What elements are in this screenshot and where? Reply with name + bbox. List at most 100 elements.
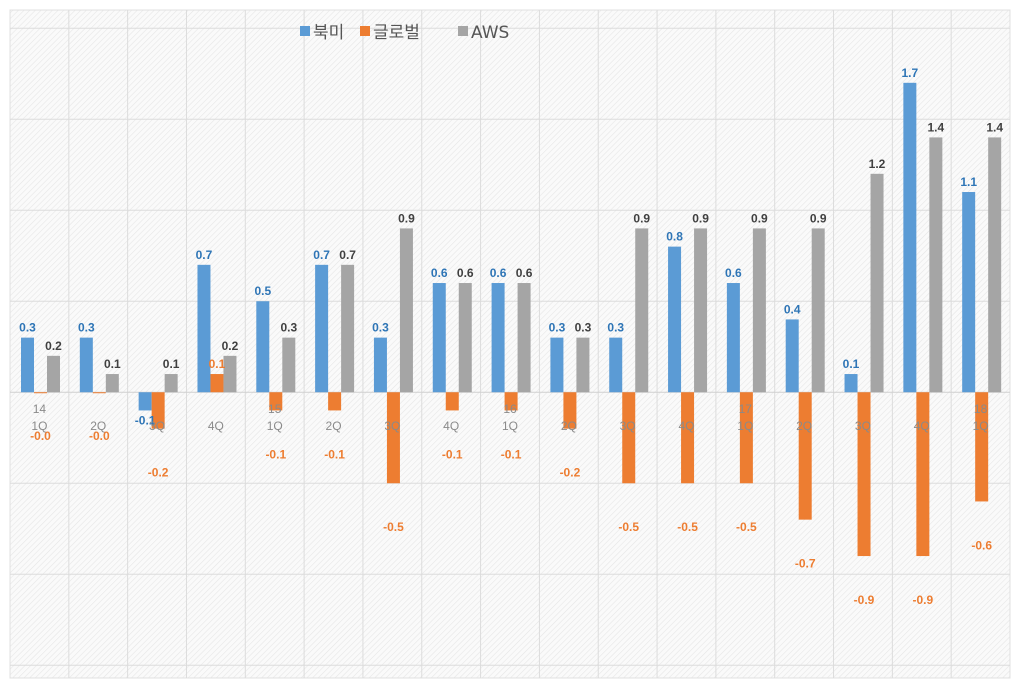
bar-1 (328, 392, 342, 411)
data-label: 0.3 (78, 321, 95, 335)
bar-1 (916, 392, 930, 557)
data-label: -0.5 (677, 520, 698, 534)
data-label: 0.7 (196, 248, 213, 262)
category-year: 18 (974, 402, 988, 416)
bar-1 (563, 392, 577, 429)
bar-1 (798, 392, 812, 520)
category-quarter: 3Q (620, 419, 636, 433)
data-label: -0.2 (560, 466, 581, 480)
bar-2 (988, 137, 1002, 393)
legend: 북미 글로벌 AWS (300, 23, 509, 43)
data-label: 0.9 (633, 211, 650, 225)
category-year: 14 (33, 402, 47, 416)
data-label: -0.1 (442, 447, 463, 461)
data-label: -0.1 (324, 447, 345, 461)
data-label: 0.7 (313, 248, 330, 262)
data-label: 0.6 (490, 266, 507, 280)
data-label: 0.7 (339, 248, 356, 262)
bar-0 (373, 337, 387, 393)
data-label: -0.1 (265, 447, 286, 461)
bar-1 (210, 374, 224, 393)
data-label: 0.8 (666, 230, 683, 244)
bar-2 (811, 228, 825, 393)
data-label: 0.6 (431, 266, 448, 280)
bar-1 (445, 392, 459, 411)
category-quarter: 2Q (326, 419, 342, 433)
legend-label: AWS (471, 23, 509, 43)
bar-2 (870, 173, 884, 393)
bar-1 (739, 392, 753, 484)
bar-2 (517, 283, 531, 393)
category-quarter: 3Q (384, 419, 400, 433)
legend-swatch (300, 26, 310, 36)
bar-1 (857, 392, 871, 557)
category-quarter: 4Q (914, 419, 930, 433)
bar-0 (79, 337, 93, 393)
data-label: 0.9 (398, 211, 415, 225)
data-label: 0.5 (254, 284, 271, 298)
bar-0 (962, 192, 976, 393)
bar-0 (609, 337, 623, 393)
legend-label: 북미 (313, 23, 344, 43)
data-label: 0.2 (45, 339, 62, 353)
legend-swatch (458, 26, 468, 36)
bar-0 (903, 82, 917, 393)
data-label: -0.1 (501, 447, 522, 461)
bar-1 (151, 392, 165, 429)
category-quarter: 4Q (208, 419, 224, 433)
data-label: 1.1 (960, 175, 977, 189)
bar-2 (458, 283, 472, 393)
data-label: 0.9 (751, 211, 768, 225)
data-label: 0.9 (810, 211, 827, 225)
data-label: 1.2 (869, 157, 886, 171)
category-quarter: 1Q (267, 419, 283, 433)
data-label: -0.0 (89, 429, 110, 443)
bar-2 (694, 228, 708, 393)
data-labels: 0.3 0.3 -0.1 0.7 0.5 0.7 0.3 0.6 0.6 0.3 0.3 0.8 0.6… (19, 66, 1003, 607)
data-label: 1.7 (902, 66, 919, 80)
category-quarter: 1Q (31, 419, 47, 433)
category-quarter: 2Q (561, 419, 577, 433)
data-label: 0.2 (222, 339, 239, 353)
bar-2 (635, 228, 649, 393)
category-year: 17 (739, 402, 753, 416)
bar-0 (491, 283, 505, 393)
bar-0 (256, 301, 270, 393)
category-quarter: 2Q (796, 419, 812, 433)
category-year: 16 (503, 402, 517, 416)
bar-1 (92, 392, 106, 394)
bar-0 (315, 264, 329, 393)
gridlines (10, 10, 1010, 678)
bar-0 (785, 319, 799, 393)
data-label: 0.3 (549, 321, 566, 335)
data-label: 0.1 (163, 357, 180, 371)
category-quarter: 3Q (149, 419, 165, 433)
bar-2 (576, 337, 590, 393)
bar-1 (386, 392, 400, 484)
data-label: 0.1 (209, 357, 226, 371)
legend-label: 글로벌 (373, 23, 420, 43)
bar-2 (223, 355, 237, 393)
data-label: -0.0 (30, 429, 51, 443)
data-label: 0.6 (516, 266, 533, 280)
bar-1 (681, 392, 695, 484)
bar-1 (34, 392, 47, 394)
data-label: -0.5 (383, 520, 404, 534)
category-quarter: 4Q (678, 419, 694, 433)
category-quarter: 1Q (973, 419, 989, 433)
category-quarter: 3Q (855, 419, 871, 433)
data-label: 0.3 (575, 321, 592, 335)
bar-0 (550, 337, 564, 393)
legend-swatch (360, 26, 370, 36)
data-label: 1.4 (928, 120, 945, 134)
bar-1 (504, 392, 518, 411)
bars (21, 82, 1002, 557)
bar-0 (197, 264, 211, 393)
bar-0 (432, 283, 446, 393)
category-year: 15 (268, 402, 282, 416)
bar-0 (138, 392, 152, 411)
category-quarter: 1Q (737, 419, 753, 433)
data-label: 0.3 (607, 321, 624, 335)
data-label: 0.3 (280, 321, 297, 335)
